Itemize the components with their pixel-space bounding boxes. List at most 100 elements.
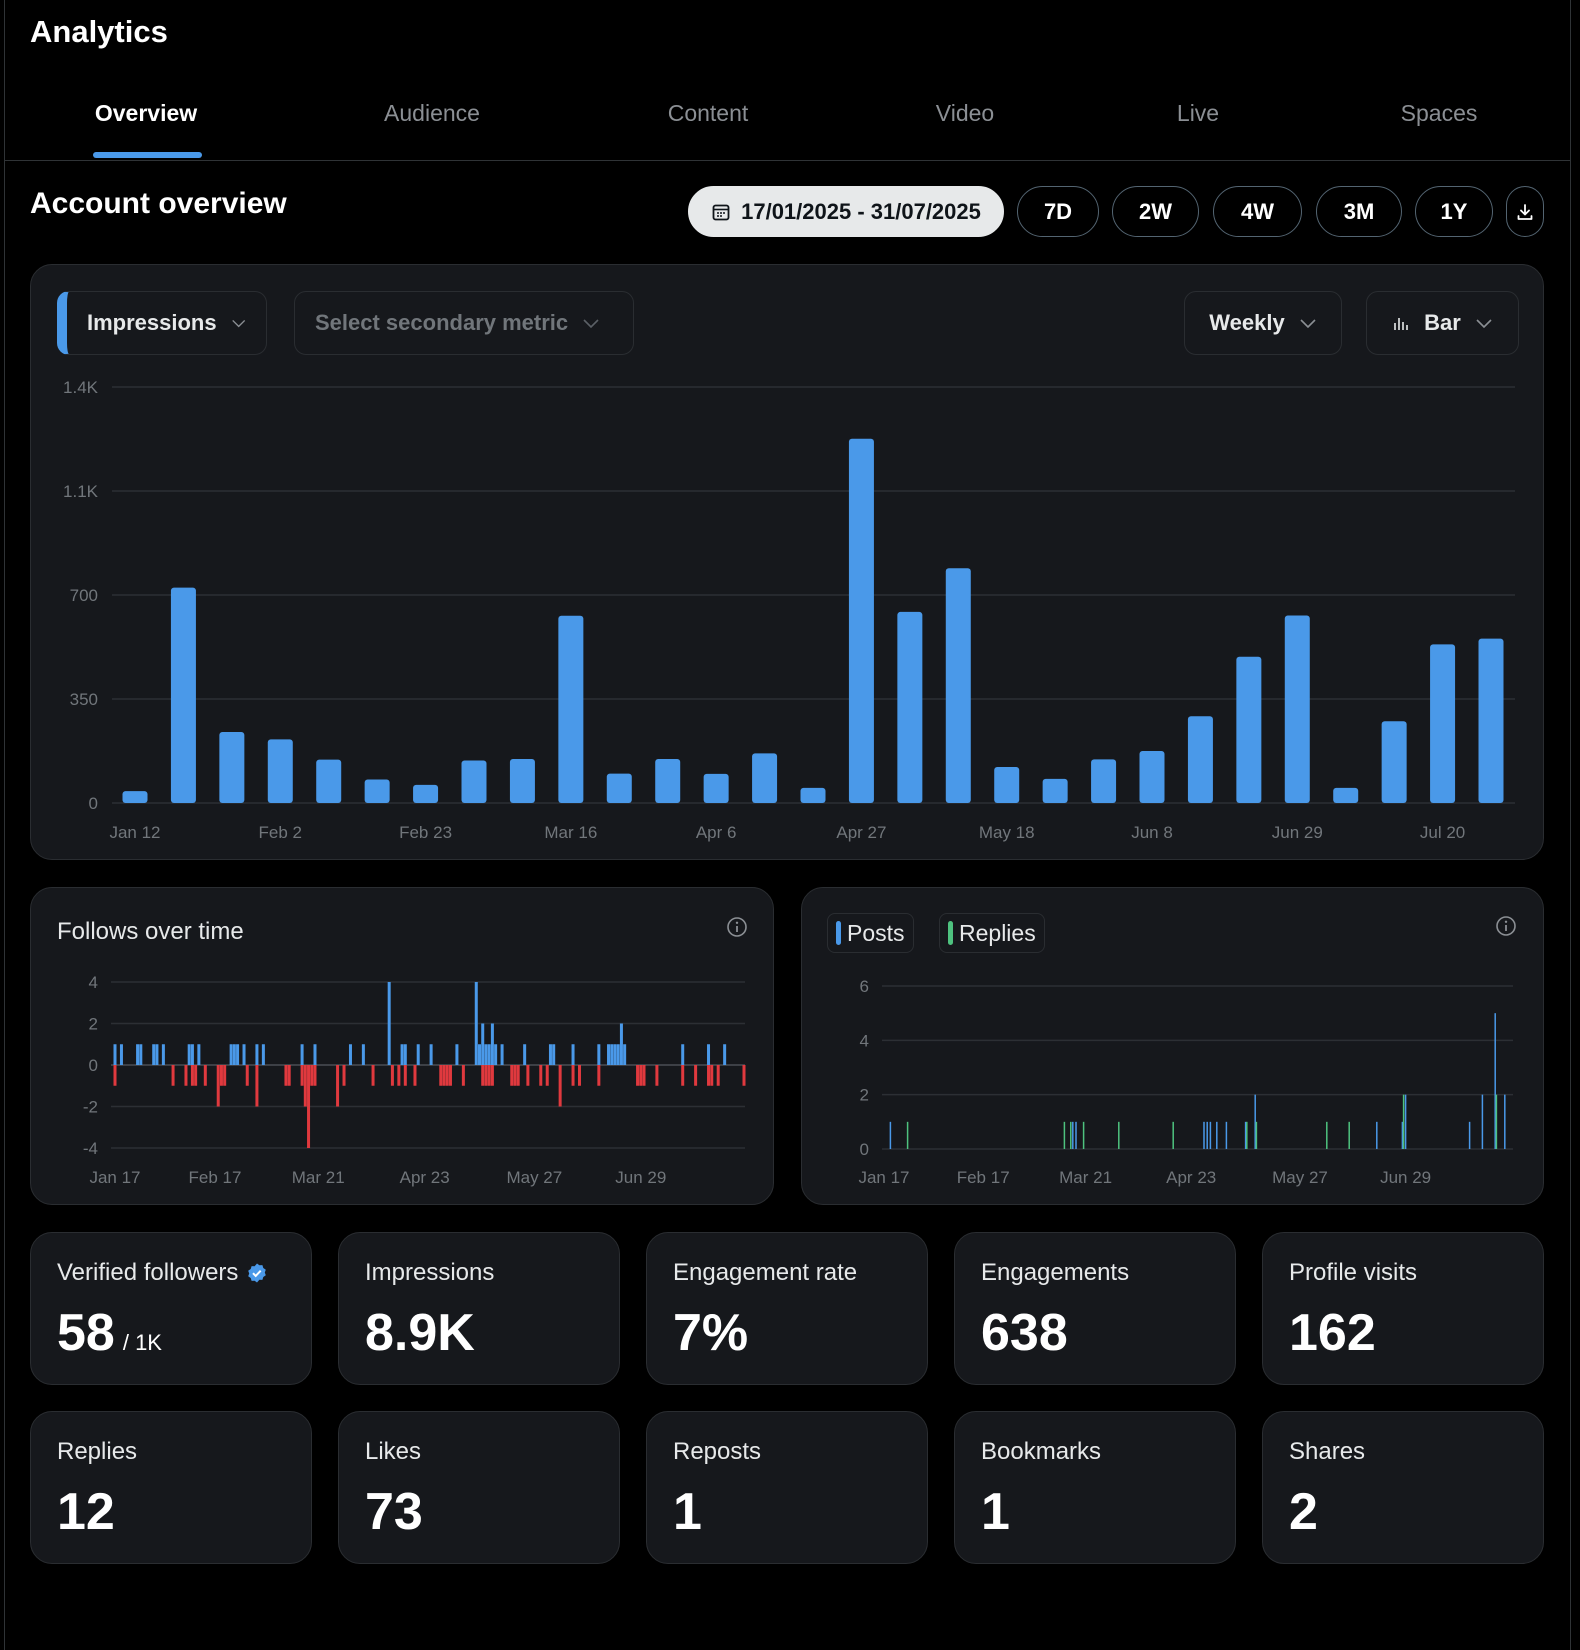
posts-bar [1254,1094,1256,1149]
legend-posts-label: Posts [847,919,905,946]
loss-bar [742,1065,746,1086]
stat-card-bookmarks: Bookmarks 1 [954,1411,1236,1564]
replies-bar [1326,1121,1328,1149]
date-range-button[interactable]: 17/01/2025 - 31/07/2025 [688,186,1004,237]
tab-audience[interactable]: Audience [384,100,480,126]
posts-bar [1494,1013,1496,1149]
info-icon[interactable] [726,916,748,938]
legend-replies[interactable]: Replies [939,913,1045,953]
gain-bar [229,1044,233,1065]
x-tick-label: Jun 29 [615,1168,666,1187]
posts-bar [1206,1121,1208,1149]
gain-bar [474,982,478,1065]
date-range-label: 17/01/2025 - 31/07/2025 [741,198,981,224]
loss-bar [487,1065,491,1086]
loss-bar [403,1065,407,1086]
replies-bar [1402,1094,1405,1149]
tab-live[interactable]: Live [1176,100,1220,126]
loss-bar [184,1065,188,1086]
gain-bar [403,1044,407,1065]
bar-chart-icon [1394,318,1408,330]
gain-bar [429,1044,433,1065]
active-tab-indicator [93,152,202,158]
y-tick-label: -4 [83,1139,98,1158]
posts-bar [1481,1094,1484,1149]
stat-value: 2 [1289,1483,1318,1541]
loss-bar [442,1065,446,1086]
loss-bar [310,1065,314,1086]
x-tick-label: Feb 23 [399,823,452,842]
bar-may-25 [1042,778,1068,803]
loss-bar [448,1065,452,1086]
bar-jan-26 [219,731,245,803]
section-title: Account overview [30,187,287,220]
replies-bar [1348,1121,1350,1149]
loss-bar [526,1065,530,1086]
loss-bar [303,1065,307,1107]
gain-bar [610,1044,614,1065]
gain-bar [455,1044,459,1065]
interval-dropdown[interactable]: Weekly [1184,291,1342,355]
info-icon[interactable] [1495,915,1517,937]
replies-swatch [948,921,953,945]
chevron-down-icon [231,319,245,328]
tab-spaces[interactable]: Spaces [1400,100,1478,126]
y-tick-label: 4 [89,973,98,992]
chart-type-dropdown[interactable]: Bar [1366,291,1519,355]
gain-bar [597,1044,601,1065]
gain-bar [400,1044,404,1065]
loss-bar [558,1065,562,1107]
bar-jan-19 [170,587,196,803]
frame-border-right [1570,0,1571,1650]
range-7d-button[interactable]: 7D [1017,186,1099,237]
range-3m-button[interactable]: 3M [1316,186,1402,237]
loss-bar [484,1065,488,1086]
secondary-metric-placeholder: Select secondary metric [315,310,569,335]
gain-bar [261,1044,265,1065]
primary-metric-dropdown[interactable]: Impressions [57,291,267,355]
download-button[interactable] [1506,186,1544,237]
gain-bar [152,1044,156,1065]
posts-bar [1072,1121,1074,1149]
bar-may-18 [994,767,1020,803]
bar-apr-20 [800,787,826,803]
stat-value: 58 [57,1304,115,1362]
chevron-down-icon [1476,319,1492,329]
impressions-bar-chart: 0 350 700 1.1K 1.4K Jan 12 Feb 2 Feb 23 Mar 16 Ap… [63,378,1515,842]
loss-bar [545,1065,549,1086]
loss-bar [716,1065,720,1086]
tab-content[interactable]: Content [667,100,749,126]
bar-feb-9 [316,759,342,803]
loss-bar [710,1065,714,1086]
range-2w-button[interactable]: 2W [1112,186,1199,237]
tab-video[interactable]: Video [935,100,995,126]
gain-bar [623,1044,627,1065]
tab-overview[interactable]: Overview [94,100,198,126]
gain-bar [300,1044,304,1065]
loss-bar [171,1065,175,1086]
gain-bar [619,1023,623,1065]
replies-bar [1070,1121,1072,1149]
gain-bar [548,1044,552,1065]
range-1y-button[interactable]: 1Y [1415,186,1493,237]
gain-bar [361,1044,365,1065]
stat-label: Likes [365,1438,422,1465]
frame-border-left [4,0,5,1650]
bar-mar-2 [461,760,487,803]
secondary-metric-dropdown[interactable]: Select secondary metric [294,291,634,355]
gain-bar [477,1044,481,1065]
range-4w-button[interactable]: 4W [1213,186,1302,237]
loss-bar [397,1065,401,1086]
gain-bar [571,1044,575,1065]
legend-posts[interactable]: Posts [827,913,914,953]
stat-card-shares: Shares 2 [1262,1411,1544,1564]
stat-label: Engagements [981,1259,1130,1286]
loss-bar [390,1065,394,1086]
stat-label: Reposts [673,1438,762,1465]
bar-jun-29 [1284,615,1310,803]
loss-bar [219,1065,223,1086]
bar-jul-6 [1333,787,1359,803]
x-tick-label: Jan 12 [109,823,160,842]
download-icon [1517,203,1533,220]
gain-bar [139,1044,143,1065]
